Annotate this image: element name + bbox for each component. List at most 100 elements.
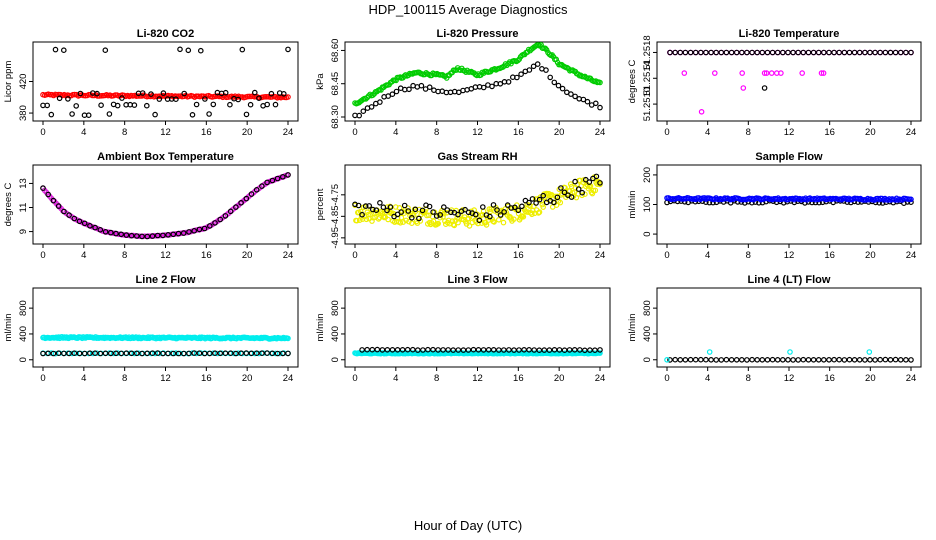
data-point <box>455 211 461 218</box>
data-point <box>40 350 46 357</box>
data-point <box>285 335 291 342</box>
data-point <box>170 350 177 357</box>
data-point <box>128 350 135 357</box>
data-point <box>175 230 182 237</box>
data-point <box>397 220 404 226</box>
data-point <box>259 183 265 189</box>
panel-title: Ambient Box Temperature <box>97 151 234 163</box>
y-tick-label: 51.2510 <box>642 87 653 121</box>
data-point <box>763 70 770 76</box>
data-point <box>149 350 156 357</box>
data-point <box>201 350 208 357</box>
panel-2: Li-820 Temperature degrees C 0 4 8 12 16 20 24 51… <box>627 28 922 138</box>
data-point <box>119 95 125 101</box>
data-point <box>485 346 492 353</box>
y-tick-label: 200 <box>642 167 653 183</box>
data-point <box>202 96 208 102</box>
data-point <box>222 213 229 219</box>
data-point <box>558 185 564 191</box>
data-point <box>263 94 270 100</box>
data-point <box>531 347 538 353</box>
data-point <box>877 49 884 56</box>
data-point <box>406 86 412 93</box>
y-tick-label: 68.60 <box>330 39 341 63</box>
data-point <box>831 49 837 56</box>
data-point <box>497 81 504 87</box>
data-point <box>672 49 679 56</box>
data-point <box>416 215 422 222</box>
data-point <box>102 229 109 235</box>
data-point <box>363 96 369 102</box>
x-tick-label: 20 <box>242 127 253 138</box>
x-tick-label: 0 <box>40 250 45 261</box>
data-point <box>360 108 367 115</box>
data-point <box>181 90 188 97</box>
series-group <box>664 195 914 207</box>
data-point <box>435 220 442 227</box>
y-tick-label: -4.85 <box>330 206 341 228</box>
x-tick-label: 8 <box>122 373 127 384</box>
data-point <box>280 91 287 97</box>
data-point <box>369 218 375 224</box>
data-point <box>102 47 109 54</box>
data-point <box>491 219 497 225</box>
data-point <box>790 357 796 363</box>
panel-0: Li-820 CO2 Licor ppm 0 4 8 12 16 20 24 380 420 <box>3 28 299 138</box>
data-point <box>526 67 533 73</box>
data-point <box>597 350 603 356</box>
data-point <box>536 196 543 203</box>
data-point <box>399 346 406 353</box>
data-point <box>212 350 218 357</box>
series-group <box>667 49 914 115</box>
data-point <box>460 347 467 353</box>
data-point <box>867 356 873 363</box>
x-tick-label: 12 <box>472 127 483 138</box>
data-point <box>384 346 391 353</box>
data-point <box>193 101 200 108</box>
data-point <box>253 350 260 357</box>
data-point <box>45 191 52 198</box>
data-point <box>754 356 761 363</box>
x-tick-label: 4 <box>393 127 398 138</box>
data-point <box>217 216 224 223</box>
data-point <box>379 347 386 353</box>
data-point <box>551 79 558 86</box>
data-point <box>505 79 512 85</box>
data-point <box>556 347 563 353</box>
data-point <box>94 90 100 97</box>
panel-7: Line 3 Flow ml/min 0 4 8 12 16 20 24 0 400 800 <box>315 274 611 384</box>
data-point <box>908 357 914 363</box>
data-point <box>285 46 291 53</box>
data-point <box>667 49 673 56</box>
data-point <box>522 208 529 214</box>
data-point <box>687 356 694 363</box>
data-point <box>92 350 98 357</box>
data-point <box>672 356 679 363</box>
data-point <box>733 356 740 363</box>
data-point <box>546 347 553 353</box>
x-tick-label: 4 <box>705 127 710 138</box>
data-point <box>759 49 766 56</box>
data-point <box>764 356 771 363</box>
data-point <box>703 356 709 363</box>
data-point <box>831 356 837 363</box>
data-point <box>65 96 71 102</box>
data-point <box>363 216 370 223</box>
data-point <box>903 49 909 56</box>
data-point <box>435 347 441 353</box>
data-point <box>369 92 376 99</box>
data-point <box>566 347 573 353</box>
data-point <box>212 220 218 226</box>
data-point <box>529 196 536 202</box>
data-point <box>377 200 383 206</box>
data-point <box>500 347 507 353</box>
data-point <box>795 357 802 363</box>
data-point <box>774 49 781 56</box>
data-point <box>445 347 452 353</box>
data-point <box>373 207 380 214</box>
data-point <box>405 208 412 214</box>
data-point <box>476 217 483 224</box>
data-point <box>134 350 140 357</box>
data-point <box>480 84 487 91</box>
x-tick-label: 24 <box>595 373 606 384</box>
